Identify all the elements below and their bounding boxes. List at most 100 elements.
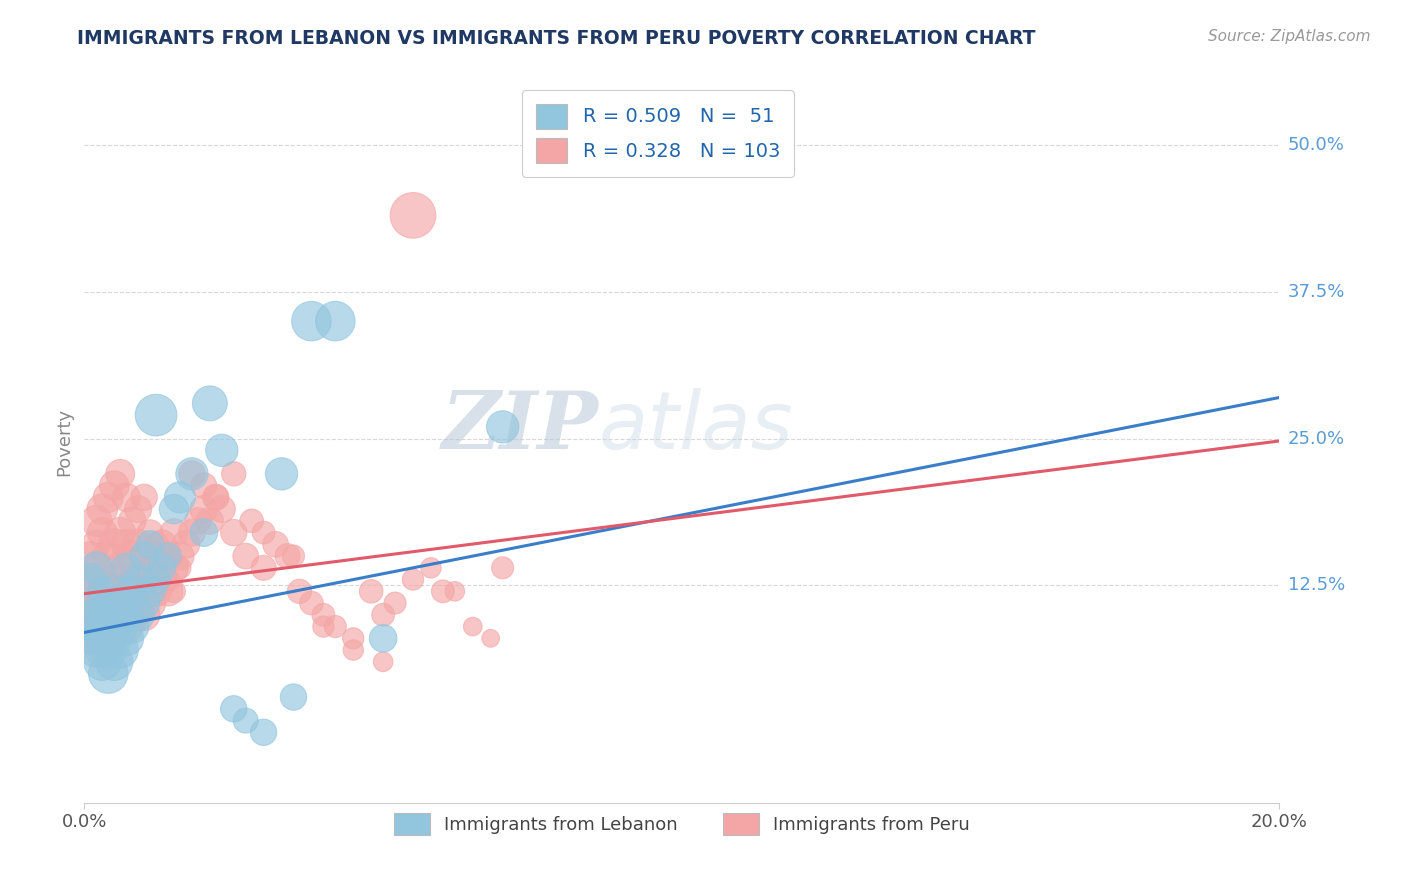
Point	[181, 525, 204, 540]
Point	[110, 525, 132, 540]
Point	[492, 561, 515, 575]
Point	[384, 596, 406, 610]
Point	[277, 549, 299, 563]
Point	[373, 607, 395, 622]
Point	[145, 573, 167, 587]
Point	[283, 690, 305, 704]
Point	[301, 314, 323, 328]
Point	[86, 514, 108, 528]
Point	[181, 467, 204, 481]
Point	[157, 549, 180, 563]
Point	[253, 561, 276, 575]
Point	[115, 596, 138, 610]
Point	[97, 584, 120, 599]
Point	[132, 596, 156, 610]
Point	[139, 525, 162, 540]
Point	[222, 702, 245, 716]
Text: 37.5%: 37.5%	[1288, 283, 1346, 301]
Point	[145, 584, 167, 599]
Text: 25.0%: 25.0%	[1288, 430, 1346, 448]
Point	[121, 549, 143, 563]
Point	[86, 607, 108, 622]
Point	[301, 596, 323, 610]
Point	[91, 607, 114, 622]
Point	[79, 607, 101, 622]
Point	[86, 561, 108, 575]
Point	[86, 632, 108, 646]
Point	[444, 584, 467, 599]
Point	[121, 619, 143, 633]
Point	[163, 584, 186, 599]
Point	[127, 596, 149, 610]
Point	[91, 643, 114, 657]
Point	[253, 725, 276, 739]
Point	[115, 607, 138, 622]
Point	[115, 619, 138, 633]
Point	[145, 549, 167, 563]
Point	[139, 537, 162, 551]
Point	[103, 537, 125, 551]
Point	[132, 607, 156, 622]
Point	[121, 607, 143, 622]
Point	[97, 643, 120, 657]
Point	[432, 584, 454, 599]
Point	[79, 549, 101, 563]
Point	[479, 632, 502, 646]
Point	[132, 549, 156, 563]
Point	[193, 502, 215, 516]
Point	[492, 420, 515, 434]
Point	[139, 584, 162, 599]
Point	[132, 549, 156, 563]
Point	[461, 619, 484, 633]
Point	[86, 619, 108, 633]
Point	[91, 596, 114, 610]
Point	[103, 619, 125, 633]
Point	[110, 584, 132, 599]
Point	[157, 584, 180, 599]
Point	[121, 514, 143, 528]
Point	[86, 537, 108, 551]
Point	[145, 408, 167, 422]
Point	[132, 491, 156, 505]
Text: 50.0%: 50.0%	[1288, 136, 1344, 154]
Point	[222, 525, 245, 540]
Point	[325, 314, 347, 328]
Point	[91, 584, 114, 599]
Point	[169, 561, 191, 575]
Point	[103, 584, 125, 599]
Point	[139, 596, 162, 610]
Point	[103, 632, 125, 646]
Point	[312, 619, 335, 633]
Point	[283, 549, 305, 563]
Point	[145, 537, 167, 551]
Point	[97, 491, 120, 505]
Point	[240, 514, 263, 528]
Point	[91, 573, 114, 587]
Point	[325, 619, 347, 633]
Point	[110, 561, 132, 575]
Text: IMMIGRANTS FROM LEBANON VS IMMIGRANTS FROM PERU POVERTY CORRELATION CHART: IMMIGRANTS FROM LEBANON VS IMMIGRANTS FR…	[77, 29, 1036, 47]
Point	[187, 514, 209, 528]
Point	[91, 525, 114, 540]
Point	[110, 467, 132, 481]
Text: ZIP: ZIP	[441, 388, 599, 466]
Point	[127, 607, 149, 622]
Point	[86, 643, 108, 657]
Point	[86, 596, 108, 610]
Point	[132, 584, 156, 599]
Point	[115, 537, 138, 551]
Point	[288, 584, 311, 599]
Point	[103, 478, 125, 492]
Point	[169, 491, 191, 505]
Point	[312, 607, 335, 622]
Point	[150, 561, 173, 575]
Point	[342, 643, 364, 657]
Point	[79, 619, 101, 633]
Point	[235, 549, 257, 563]
Point	[110, 607, 132, 622]
Point	[205, 491, 228, 505]
Point	[342, 632, 364, 646]
Point	[127, 573, 149, 587]
Point	[115, 632, 138, 646]
Point	[163, 502, 186, 516]
